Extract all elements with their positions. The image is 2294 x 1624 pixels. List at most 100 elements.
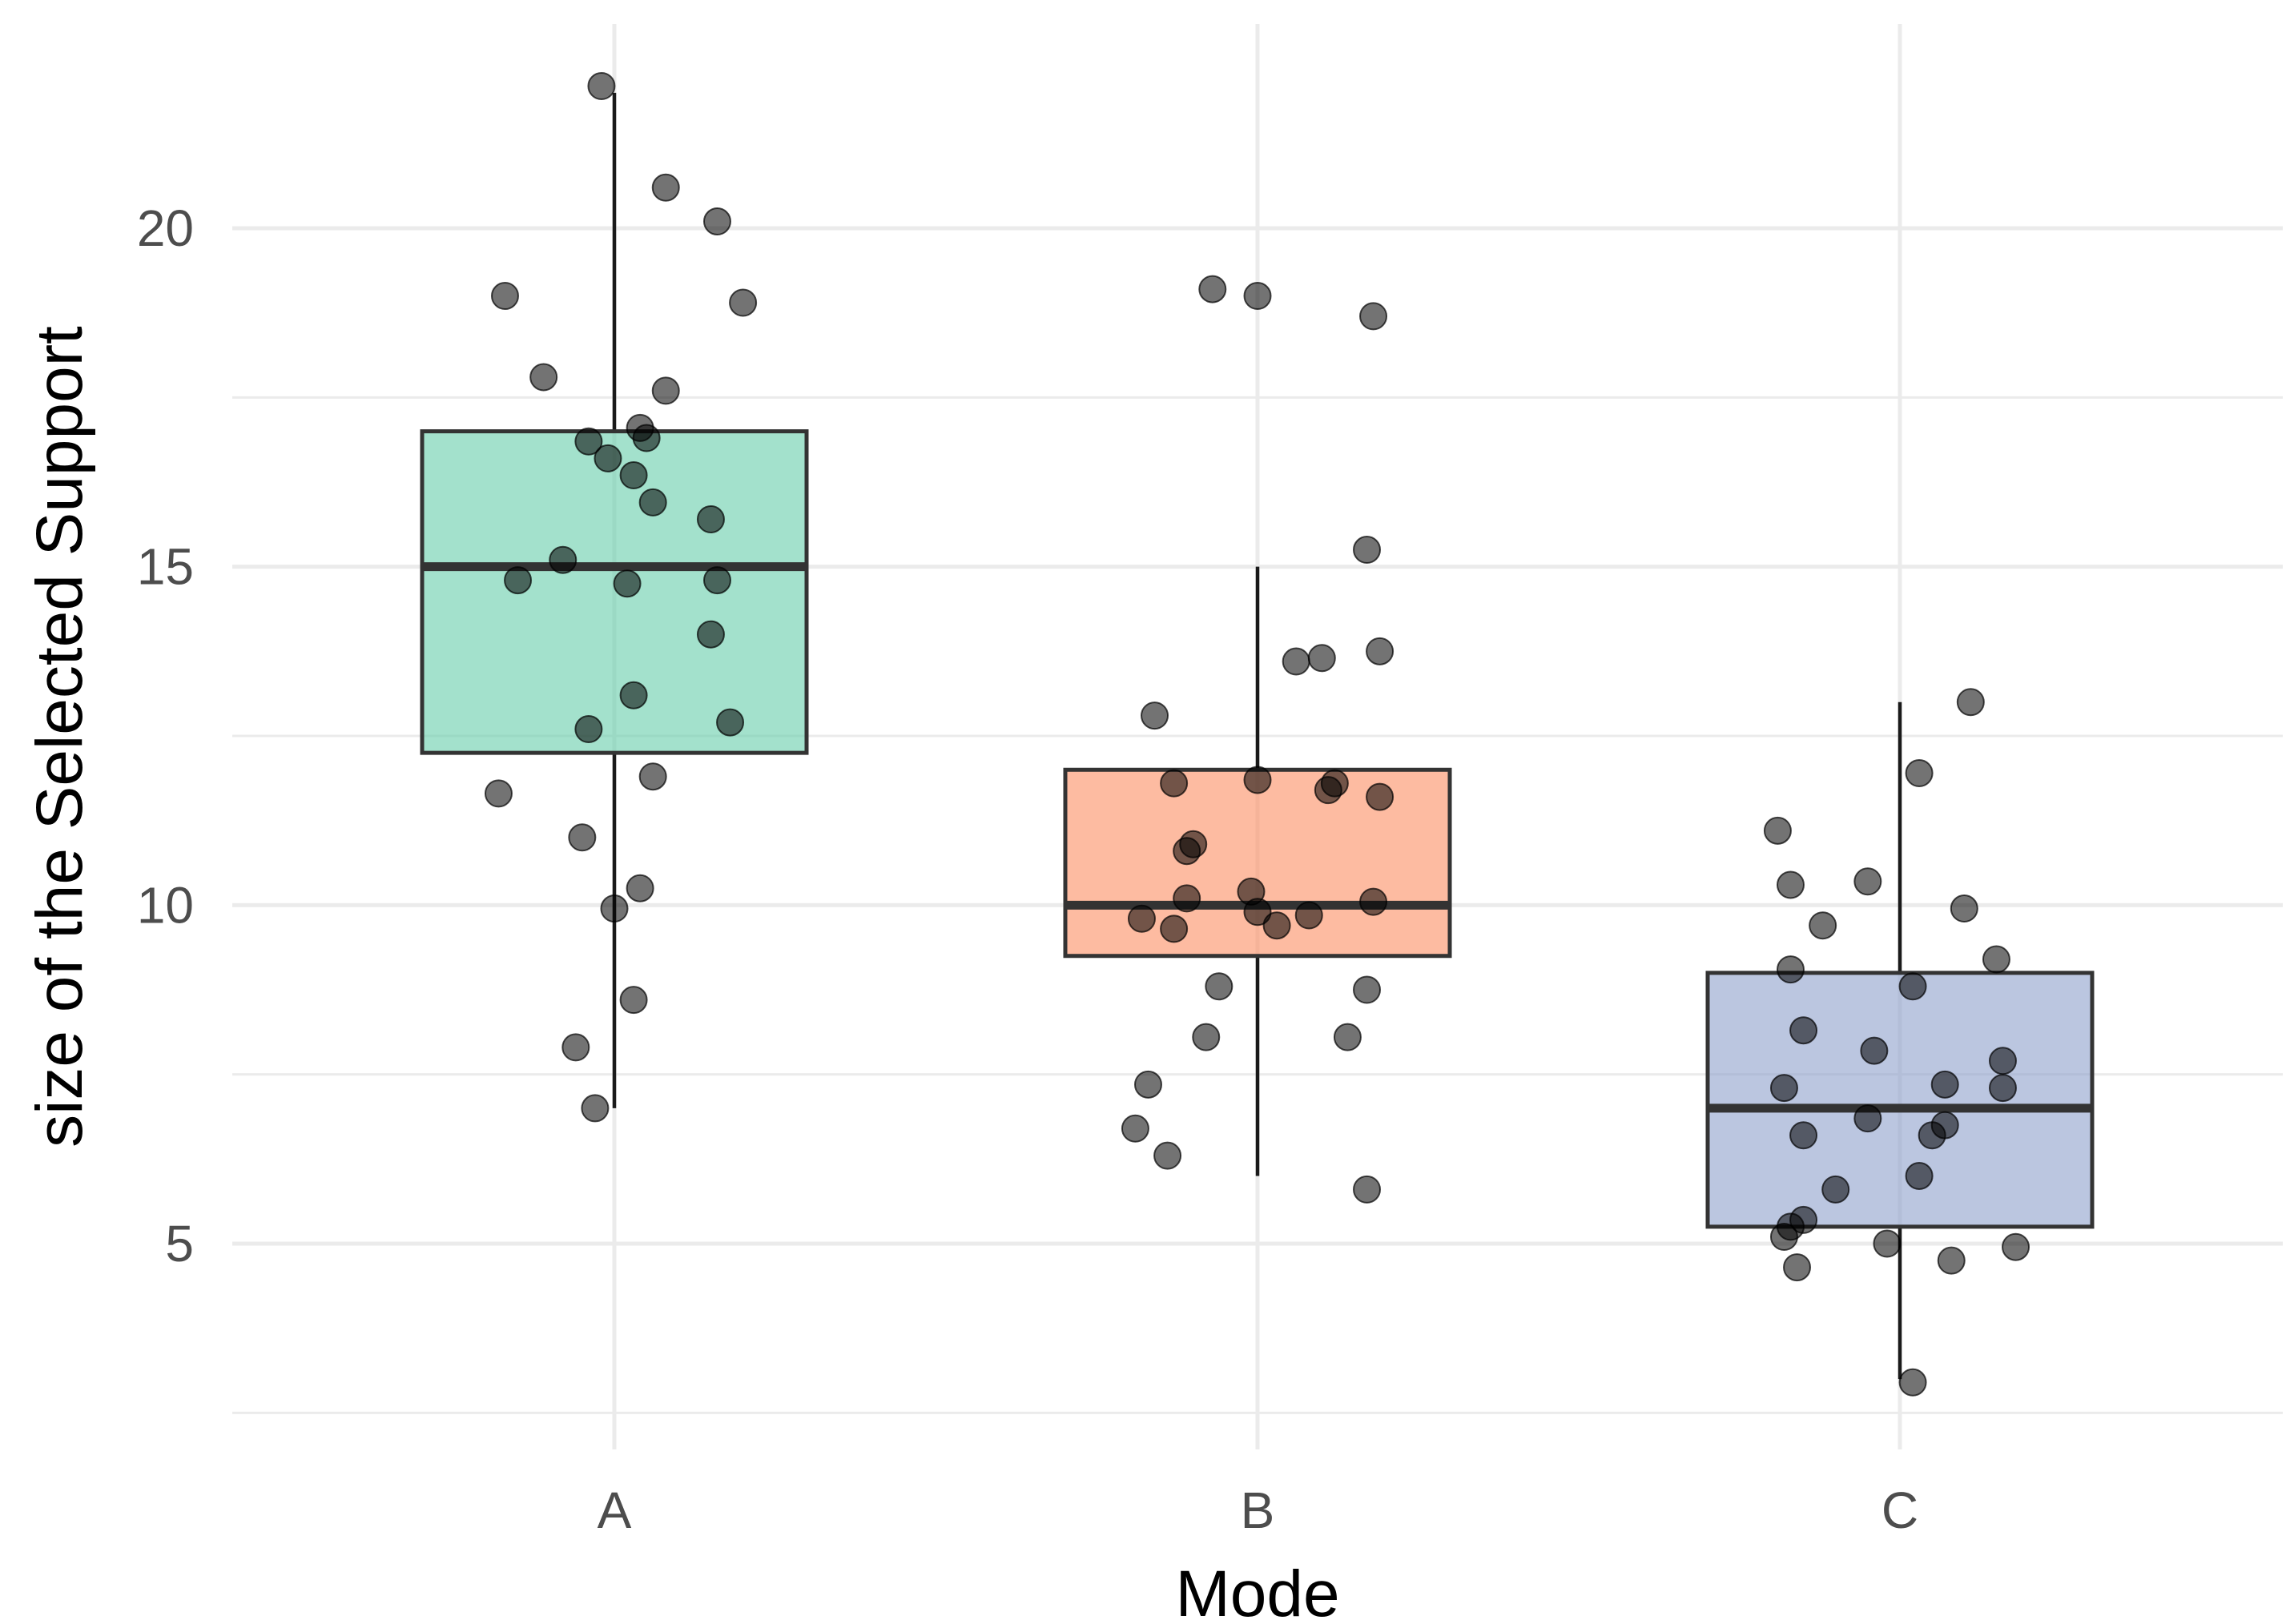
box-body-C xyxy=(1705,971,2095,1229)
data-point-B xyxy=(1262,911,1291,940)
data-point-A xyxy=(581,1094,610,1123)
data-point-A xyxy=(490,282,519,311)
data-point-C xyxy=(1905,1161,1934,1190)
data-point-C xyxy=(1905,758,1934,787)
data-point-B xyxy=(1353,536,1382,565)
data-point-B xyxy=(1160,769,1189,798)
data-point-C xyxy=(1821,1175,1850,1204)
box-B xyxy=(1063,566,1452,1176)
data-point-A xyxy=(484,779,513,808)
data-point-A xyxy=(696,504,725,533)
box-layer xyxy=(420,92,2095,1380)
data-point-B xyxy=(1243,766,1272,794)
y-tick-label: 15 xyxy=(137,538,194,596)
y-tick-label: 20 xyxy=(137,199,194,257)
data-point-B xyxy=(1359,887,1388,916)
data-point-B xyxy=(1121,1114,1149,1143)
data-point-B xyxy=(1153,1141,1182,1170)
data-point-A xyxy=(504,566,533,595)
data-point-A xyxy=(529,363,558,392)
x-tick-label-B: B xyxy=(1241,1481,1275,1539)
data-point-B xyxy=(1282,647,1310,676)
data-point-A xyxy=(613,569,642,598)
data-point-C xyxy=(1776,870,1805,899)
data-point-A xyxy=(549,545,578,574)
data-point-B xyxy=(1198,275,1227,303)
data-point-A xyxy=(626,874,654,902)
data-point-A xyxy=(638,488,667,517)
data-point-B xyxy=(1359,302,1388,331)
data-point-A xyxy=(619,986,648,1015)
data-point-A xyxy=(568,823,597,852)
data-point-A xyxy=(600,894,629,923)
data-point-A xyxy=(638,762,667,791)
data-point-C xyxy=(1776,955,1805,984)
data-point-B xyxy=(1133,1070,1162,1099)
data-point-C xyxy=(1918,1121,1946,1150)
tick-layer: 5 10 15 20 A B C xyxy=(137,199,1918,1539)
data-point-B xyxy=(1366,782,1395,811)
data-point-C xyxy=(1789,1016,1818,1045)
data-point-C xyxy=(1873,1229,1902,1258)
x-tick-label-C: C xyxy=(1881,1481,1918,1539)
data-point-B xyxy=(1192,1023,1221,1051)
data-point-B xyxy=(1333,1023,1362,1051)
data-point-A xyxy=(574,427,603,456)
data-point-C xyxy=(1937,1246,1966,1275)
data-point-C xyxy=(1809,911,1837,940)
box-body-A xyxy=(420,429,809,755)
data-point-B xyxy=(1173,837,1201,866)
data-point-B xyxy=(1243,282,1272,311)
point-layer xyxy=(484,71,2030,1397)
data-point-C xyxy=(1982,945,2010,974)
y-tick-label: 10 xyxy=(137,876,194,934)
data-point-B xyxy=(1160,915,1189,943)
data-point-C xyxy=(1860,1036,1889,1065)
box-A xyxy=(420,92,809,1108)
data-point-B xyxy=(1294,901,1323,930)
data-point-A xyxy=(651,376,680,405)
data-point-A xyxy=(716,708,745,737)
data-point-C xyxy=(1956,688,1985,717)
x-axis-title: Mode xyxy=(1175,1558,1339,1624)
data-point-B xyxy=(1205,972,1234,1001)
y-axis-title: size of the Selected Support xyxy=(23,326,96,1148)
data-point-B xyxy=(1353,1175,1382,1204)
data-point-A xyxy=(619,461,648,490)
data-point-B xyxy=(1173,884,1201,913)
data-point-C xyxy=(1853,1104,1882,1133)
data-point-C xyxy=(1930,1070,1959,1099)
data-point-C xyxy=(2002,1232,2030,1261)
data-point-C xyxy=(1769,1223,1798,1252)
data-point-B xyxy=(1243,898,1272,927)
data-point-B xyxy=(1353,975,1382,1004)
data-point-C xyxy=(1763,816,1792,845)
data-point-B xyxy=(1141,701,1169,730)
data-point-C xyxy=(1769,1074,1798,1103)
data-point-B xyxy=(1314,776,1342,805)
data-point-A xyxy=(594,444,622,472)
data-point-A xyxy=(696,620,725,649)
data-point-C xyxy=(1853,867,1882,896)
data-point-A xyxy=(632,424,661,452)
data-point-C xyxy=(1789,1121,1818,1150)
data-point-A xyxy=(729,288,758,317)
data-point-B xyxy=(1307,644,1336,673)
data-point-B xyxy=(1366,637,1395,665)
data-point-C xyxy=(1783,1253,1812,1282)
data-point-C xyxy=(1950,894,1978,923)
data-point-B xyxy=(1127,904,1156,933)
data-point-A xyxy=(574,715,603,744)
data-point-A xyxy=(561,1033,590,1062)
y-tick-label: 5 xyxy=(165,1215,194,1272)
data-point-A xyxy=(619,681,648,709)
data-point-A xyxy=(702,207,731,236)
box-C xyxy=(1705,701,2095,1380)
data-point-A xyxy=(587,71,616,100)
data-point-A xyxy=(651,173,680,202)
data-point-A xyxy=(702,566,731,595)
data-point-C xyxy=(1988,1074,2017,1103)
x-tick-label-A: A xyxy=(598,1481,632,1539)
data-point-C xyxy=(1988,1047,2017,1075)
